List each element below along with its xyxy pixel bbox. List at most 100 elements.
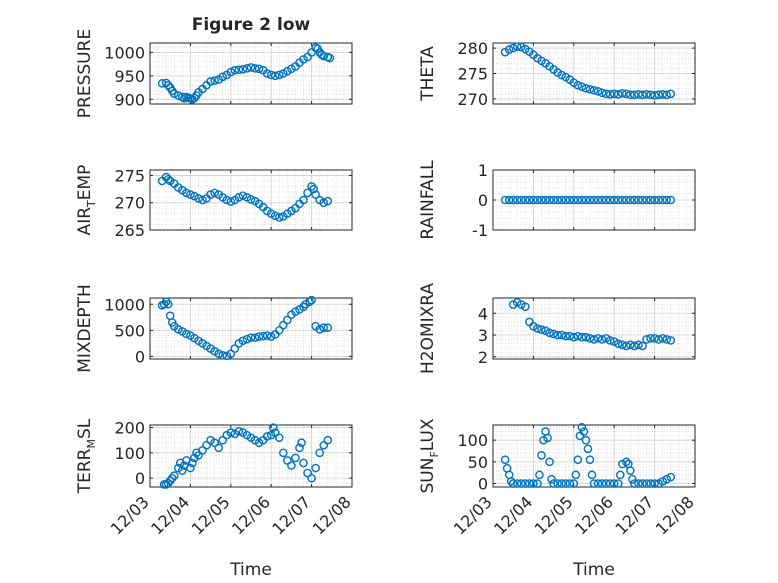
data-point: [573, 455, 583, 464]
data-point: [274, 326, 284, 335]
y-tick-label: 275: [457, 65, 488, 84]
data-point: [605, 479, 615, 488]
data-point: [226, 67, 236, 77]
data-point: [577, 422, 587, 432]
y-axis-label: THETA: [418, 46, 438, 102]
data-point: [274, 433, 284, 442]
data-point: [605, 336, 615, 345]
y-axis-label: TERRMSL: [75, 418, 98, 494]
data-point: [565, 331, 575, 341]
data-point: [605, 195, 615, 205]
data-point: [662, 90, 672, 100]
data-point: [323, 435, 333, 445]
data-point: [630, 341, 639, 351]
data-point: [593, 195, 603, 205]
data-point: [587, 470, 597, 480]
data-point: [658, 195, 667, 205]
data-point: [565, 479, 575, 488]
data-point: [589, 85, 599, 95]
data-point: [270, 211, 280, 221]
data-point: [553, 479, 562, 488]
data-point: [218, 72, 228, 82]
x-tick-label: 12/06: [571, 492, 617, 538]
data-point: [315, 324, 324, 334]
y-tick-label: 270: [457, 90, 488, 109]
data-point: [303, 188, 312, 198]
data-point: [226, 197, 236, 206]
data-point: [585, 455, 595, 464]
data-series: [508, 298, 676, 351]
data-point: [573, 331, 583, 341]
data-point: [516, 479, 526, 488]
x-tick-label: 12/07: [268, 492, 314, 538]
data-point: [521, 302, 530, 312]
data-point: [270, 71, 280, 81]
data-point: [597, 195, 607, 205]
data-point: [666, 195, 676, 205]
x-tick-label: 12/07: [611, 492, 657, 538]
subplot-rainfall: -1 0 1 RAINFALL: [418, 160, 696, 240]
y-tick-label: 0: [478, 475, 488, 494]
data-point: [323, 196, 333, 206]
data-point: [617, 89, 627, 98]
x-tick-label: 12/05: [531, 492, 577, 538]
data-point: [182, 188, 191, 198]
data-point: [242, 64, 252, 73]
data-series: [157, 172, 333, 222]
data-point: [226, 428, 236, 437]
data-point: [512, 479, 522, 488]
data-point: [226, 349, 236, 359]
x-tick-label: 12/05: [188, 492, 234, 538]
data-point: [234, 427, 244, 436]
data-point: [279, 448, 288, 458]
data-point: [666, 336, 676, 345]
subplot-theta: 270 275 280 THETA: [418, 39, 696, 109]
data-point: [238, 64, 248, 74]
data-point: [283, 315, 292, 325]
x-tick-label: 12/03: [450, 492, 496, 538]
data-point: [254, 64, 264, 74]
data-point: [617, 195, 627, 205]
data-point: [662, 335, 672, 344]
data-point: [512, 195, 522, 205]
x-axis-label-right: Time: [572, 560, 615, 580]
data-point: [577, 195, 587, 205]
data-point: [291, 307, 300, 316]
data-point: [190, 93, 199, 103]
axes-box: [149, 297, 353, 360]
data-point: [642, 479, 651, 488]
data-point: [646, 334, 655, 343]
y-tick-label: 0: [135, 469, 145, 488]
data-point: [658, 90, 667, 99]
data-point: [525, 479, 534, 488]
data-point: [525, 195, 534, 205]
data-point: [630, 195, 639, 205]
data-point: [613, 479, 623, 488]
data-series: [159, 423, 333, 489]
data-point: [654, 90, 663, 100]
data-point: [613, 339, 623, 349]
data-point: [521, 195, 530, 205]
data-point: [250, 64, 260, 73]
data-point: [234, 65, 244, 75]
data-point: [581, 83, 591, 93]
data-point: [169, 89, 179, 98]
data-point: [589, 335, 599, 344]
y-tick-label: -1: [472, 221, 488, 240]
data-point: [315, 448, 324, 458]
data-point: [581, 332, 591, 342]
x-tick-label: 12/04: [490, 492, 536, 538]
data-point: [319, 198, 329, 208]
data-point: [246, 63, 256, 72]
y-tick-label: 900: [114, 90, 145, 109]
data-point: [262, 432, 272, 441]
data-point: [662, 195, 672, 205]
data-point: [601, 89, 611, 99]
data-point: [214, 349, 223, 359]
data-point: [323, 323, 333, 333]
data-point: [622, 341, 631, 351]
axes-box: [149, 42, 353, 105]
data-point: [230, 344, 240, 353]
data-point: [178, 92, 187, 102]
